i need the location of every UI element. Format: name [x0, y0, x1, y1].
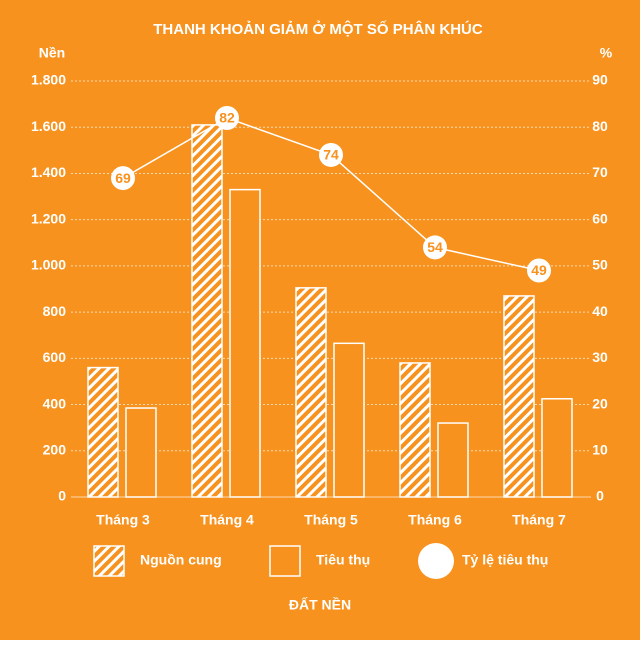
y-tick-label: 1.400 [31, 164, 66, 180]
line-marker [319, 142, 343, 167]
bar [229, 188, 261, 498]
x-tick-label: Tháng 4 [200, 512, 254, 528]
y-tick-label: 1.600 [31, 118, 66, 134]
line-marker [423, 235, 447, 260]
y2-tick-label: 20 [592, 395, 608, 411]
bar [125, 407, 157, 498]
x-tick-label: Tháng 3 [96, 512, 150, 528]
y2-axis-label: % [600, 45, 613, 61]
x-axis-label: ĐẤT NỀN [289, 597, 351, 613]
data-label: 54 [427, 239, 443, 255]
y2-tick-label: 60 [592, 210, 608, 226]
bar [295, 287, 327, 498]
data-label: 69 [115, 170, 131, 186]
bar [437, 422, 469, 498]
legend-swatch [269, 545, 301, 577]
y2-tick-label: 90 [592, 72, 608, 88]
x-tick-label: Tháng 5 [304, 512, 358, 528]
data-label: 82 [219, 110, 235, 126]
bar [333, 342, 365, 498]
x-tick-label: Tháng 7 [512, 512, 566, 528]
y2-tick-label: 40 [592, 303, 608, 319]
y2-tick-label: 80 [592, 118, 608, 134]
line-marker [111, 166, 135, 191]
y-tick-label: 1.000 [31, 257, 66, 273]
y-tick-label: 1.200 [31, 210, 66, 226]
y-tick-label: 600 [43, 349, 67, 365]
y-axis-label: Nền [39, 45, 65, 61]
legend-label: Nguồn cung [140, 552, 222, 568]
y2-tick-label: 30 [592, 349, 608, 365]
y-tick-label: 800 [43, 303, 67, 319]
bar [399, 362, 431, 498]
y2-tick-label: 0 [596, 488, 604, 504]
data-label: 74 [323, 147, 339, 163]
y-tick-label: 200 [43, 441, 67, 457]
bar [87, 366, 119, 498]
line-marker [527, 258, 551, 283]
legend-swatch [418, 543, 454, 579]
y2-tick-label: 10 [592, 441, 608, 457]
y2-tick-label: 50 [592, 257, 608, 273]
legend-label: Tỷ lệ tiêu thụ [462, 552, 548, 568]
y-tick-label: 1.800 [31, 72, 66, 88]
bar [541, 398, 573, 498]
data-label: 49 [531, 262, 547, 278]
legend-label: Tiêu thụ [316, 552, 370, 568]
bar [191, 124, 223, 498]
y-tick-label: 0 [58, 488, 66, 504]
legend-swatch [93, 545, 125, 577]
x-tick-label: Tháng 6 [408, 512, 462, 528]
bar [503, 295, 535, 498]
y-tick-label: 400 [43, 395, 67, 411]
y2-tick-label: 70 [592, 164, 608, 180]
chart-title: THANH KHOẢN GIẢM Ở MỘT SỐ PHÂN KHÚC [153, 20, 483, 38]
line-marker [215, 105, 239, 130]
